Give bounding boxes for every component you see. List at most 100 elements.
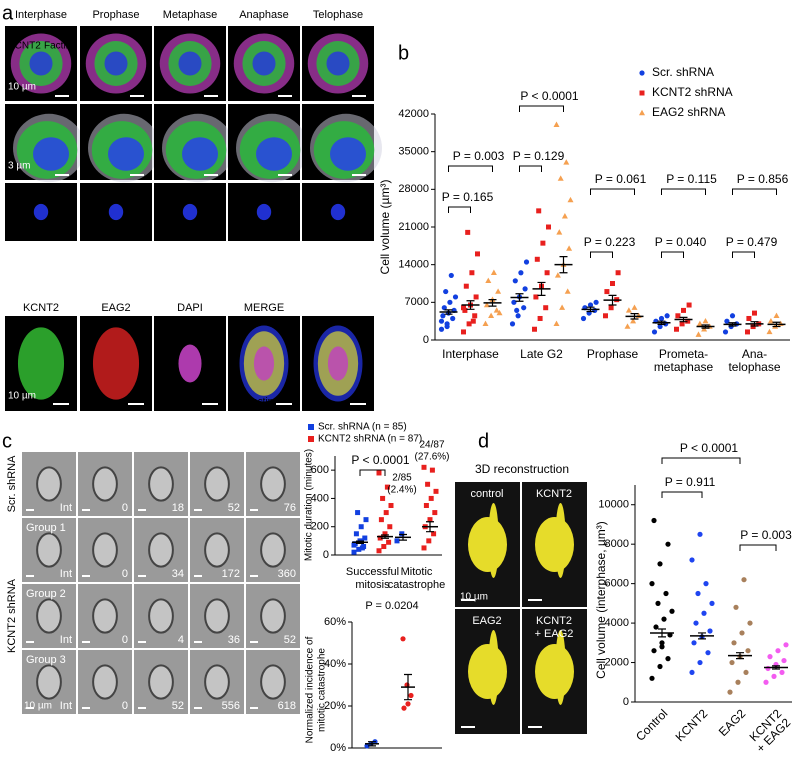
error-bar [701, 324, 710, 329]
data-point [724, 318, 730, 324]
time-label: 618 [278, 700, 296, 712]
data-point [444, 323, 450, 330]
panel-letter: c [2, 430, 12, 452]
time-label: 52 [284, 634, 296, 646]
image-feature [29, 51, 53, 76]
time-label: Int [60, 700, 72, 712]
stage-label: Metaphase [163, 9, 217, 21]
data-point [631, 304, 638, 310]
legend-label: KCNT2 shRNA [652, 85, 733, 99]
data-point [557, 175, 564, 181]
data-point [400, 636, 406, 642]
scale-label: 10 µm [8, 391, 36, 402]
time-label: 556 [222, 700, 240, 712]
error-bar [698, 632, 706, 640]
legend-marker [639, 90, 645, 96]
y-axis-label: Cell volume (µm³) [378, 180, 392, 275]
time-label: 360 [278, 568, 296, 580]
data-point [722, 329, 729, 335]
group-label: Group 3 [26, 654, 66, 666]
data-point [428, 495, 434, 501]
data-point [399, 531, 405, 537]
data-point [351, 549, 357, 555]
data-point [382, 531, 388, 537]
data-point [566, 245, 573, 251]
image-feature [260, 466, 286, 502]
legend-marker [639, 109, 645, 116]
data-point [512, 278, 518, 284]
p-value: P < 0.0001 [520, 89, 578, 103]
p-value: P = 0.003 [740, 528, 792, 542]
panel-letter: a [2, 2, 14, 24]
data-point [522, 286, 528, 292]
data-point [386, 539, 392, 545]
image-feature [92, 598, 118, 634]
data-point [729, 659, 735, 666]
data-point [381, 544, 387, 550]
error-bar [466, 300, 475, 310]
panel-letter: b [398, 42, 409, 64]
image-feature [33, 203, 49, 221]
error-bar [381, 534, 389, 539]
p-value: P = 0.0204 [365, 600, 418, 612]
data-point [651, 329, 658, 335]
group-label: Group 1 [26, 522, 66, 534]
time-label: 52 [172, 700, 184, 712]
condition-label: + EAG2 [535, 628, 574, 640]
data-point [741, 577, 747, 583]
data-point [752, 310, 757, 316]
legend-label: Scr. shRNA [652, 65, 714, 79]
data-point [490, 269, 497, 275]
image-feature [535, 644, 574, 699]
group-label: Group 2 [26, 588, 66, 600]
condition-label: KCNT2 [536, 488, 572, 500]
row-label: Scr. shRNA [6, 455, 18, 513]
data-point [441, 305, 447, 311]
bracket [519, 105, 564, 112]
error-bar [559, 255, 568, 274]
data-point [511, 299, 517, 305]
data-point [697, 659, 703, 666]
data-point [649, 675, 655, 681]
data-point [563, 159, 570, 165]
stage-label: Prophase [92, 9, 139, 21]
channel-label: DAPI [12, 191, 35, 202]
time-label: 0 [122, 568, 128, 580]
data-point [452, 294, 459, 300]
data-point [665, 541, 671, 547]
image-feature [260, 532, 286, 568]
data-point [461, 305, 466, 311]
image-feature [182, 203, 198, 221]
y-tick-label: 0% [330, 742, 346, 754]
channel-label: Factin [246, 397, 273, 408]
image-feature [256, 203, 272, 221]
legend-label: KCNT2 shRNA (n = 87) [318, 434, 422, 445]
y-axis-label: Cell volume (interphase, µm³) [594, 521, 608, 679]
data-point [739, 630, 745, 636]
bracket [661, 251, 684, 258]
data-point [485, 277, 492, 284]
scale-label: 3 µm [8, 161, 30, 172]
data-point [745, 329, 750, 335]
time-label: 52 [228, 502, 240, 514]
y-axis-label: Mitotic duration (minutes) [304, 449, 315, 561]
error-bar [356, 540, 364, 545]
data-point [691, 640, 697, 646]
y-tick-label: 0 [623, 696, 629, 708]
channel-label: DAPI [177, 302, 203, 314]
data-point [587, 302, 594, 308]
stage-label: Telophase [313, 9, 363, 21]
data-point [779, 669, 785, 676]
y-tick-label: 35000 [398, 146, 429, 158]
data-point [429, 467, 435, 473]
channel-label: KCNT2 [8, 41, 41, 52]
legend-label: Scr. shRNA (n = 85) [318, 422, 407, 433]
x-tick-label: KCNT2 [673, 706, 711, 744]
data-point [703, 581, 709, 587]
image-feature [253, 346, 275, 381]
y-tick-label: 20% [324, 700, 346, 712]
data-point [405, 701, 411, 707]
image-feature [36, 664, 62, 700]
bracket [359, 469, 386, 476]
